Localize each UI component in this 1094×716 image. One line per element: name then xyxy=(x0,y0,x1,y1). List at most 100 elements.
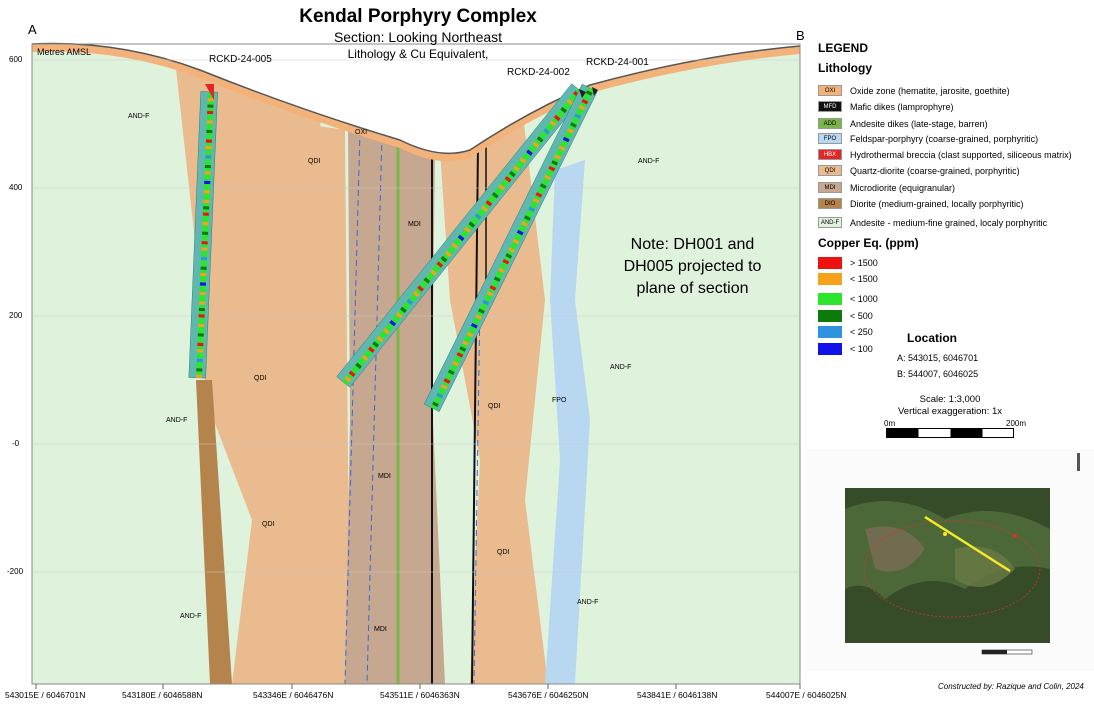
rock-label-mdi: MDI xyxy=(374,626,387,633)
drillhole-assay-interval xyxy=(198,314,205,318)
projection-note: Note: DH001 and DH005 projected to plane… xyxy=(623,236,762,297)
drillhole-assay-interval xyxy=(202,231,209,235)
legend-heading: LEGEND xyxy=(818,41,869,55)
drillhole-assay-interval xyxy=(492,279,500,285)
x-ticks-marks xyxy=(35,684,801,689)
drillhole-assay-interval xyxy=(205,158,212,162)
drillhole-assay-interval xyxy=(198,307,205,312)
drillhole-assay-interval xyxy=(202,212,209,216)
drillhole-assay-interval xyxy=(498,267,505,274)
drillhole-assay-interval xyxy=(482,299,490,306)
drillhole-assay-interval xyxy=(421,280,429,287)
rock-label-qdi: QDI xyxy=(497,549,510,556)
swatch-hbx: HBX xyxy=(818,149,842,160)
location-b: B: 544007, 6046025 xyxy=(897,369,979,379)
drillhole-assay-interval xyxy=(410,293,418,300)
drillhole-assay-interval xyxy=(203,193,210,197)
drillhole-assay-interval xyxy=(542,177,550,184)
drillhole-assay-interval xyxy=(470,218,478,226)
drillhole-assay-interval xyxy=(534,138,542,146)
vertical-exaggeration: Vertical exaggeration: 1x xyxy=(897,406,1003,417)
legend-label: Diorite (medium-grained, locally porphyr… xyxy=(850,198,1024,209)
drillhole-assay-interval xyxy=(485,200,493,207)
drillhole-assay-interval xyxy=(581,98,589,105)
drillhole-assay-interval xyxy=(532,141,540,148)
drillhole-assay-interval xyxy=(387,322,394,330)
legend-label: Feldspar-porphyry (coarse-grained, porph… xyxy=(850,133,1039,144)
drillhole-assay-interval xyxy=(197,342,204,347)
rock-label-and-f: AND-F xyxy=(166,417,188,424)
drillhole-assay-interval xyxy=(353,365,360,372)
scale-ratio: Scale: 1:3,000 xyxy=(919,394,981,405)
drillhole-assay-interval xyxy=(202,218,209,223)
drillhole-rckd-24-002-trace xyxy=(336,83,586,388)
drillhole-assay-interval xyxy=(517,160,525,167)
drillhole-assay-interval xyxy=(567,128,574,134)
rock-label-and-f: AND-F xyxy=(577,599,599,606)
x-tick-label: 543511E / 6046363N xyxy=(380,690,460,700)
y-tick-label: -0 xyxy=(12,439,20,448)
drillhole-assay-interval xyxy=(545,171,553,178)
location-a: A: 543015, 6046701 xyxy=(897,353,979,363)
drillhole-assay-interval xyxy=(199,285,206,290)
drillhole-assay-interval xyxy=(502,178,510,186)
drillhole-assay-interval xyxy=(430,404,438,410)
drillhole-assay-interval xyxy=(549,120,557,127)
drillhole-assay-interval xyxy=(201,247,208,251)
drillhole-assay-interval xyxy=(374,338,382,346)
drillhole-assay-interval xyxy=(568,125,576,131)
drillhole-assay-interval xyxy=(200,276,207,280)
drillhole-assay-interval xyxy=(200,279,207,283)
drillhole-assay-interval xyxy=(436,261,444,268)
drillhole-assay-interval xyxy=(203,199,210,204)
drillhole-assay-interval xyxy=(528,206,536,213)
drillhole-assay-interval xyxy=(200,266,207,270)
legend-item-hbx: HBX Hydrothermal breccia (clast supporte… xyxy=(818,148,1072,161)
drillhole-assay-interval xyxy=(197,339,204,344)
drillhole-assay-interval xyxy=(376,335,384,343)
drillhole-assay-interval xyxy=(440,384,448,390)
drillhole-assay-interval xyxy=(555,151,563,157)
drillhole-assay-interval xyxy=(434,395,442,402)
drillhole-rckd-24-001-trace xyxy=(423,83,598,412)
drillhole-assay-interval xyxy=(465,334,472,341)
drillhole-assay-interval xyxy=(460,343,468,349)
drillhole-assay-interval xyxy=(442,381,449,387)
drillhole-assay-interval xyxy=(526,149,533,156)
swatch-dio: DIO xyxy=(818,198,842,209)
drillhole-assay-interval xyxy=(467,328,475,335)
drillhole-assay-interval xyxy=(532,197,540,204)
rock-label-and-f: AND-F xyxy=(180,613,202,620)
drillhole-assay-interval xyxy=(203,202,210,207)
swatch-oxi: OXI xyxy=(818,85,842,96)
drillhole-assay-interval xyxy=(203,190,210,194)
swatch-mfd: MFD xyxy=(818,101,842,112)
drillhole-assay-interval xyxy=(378,333,386,340)
drillhole-assay-interval xyxy=(461,229,469,236)
drillhole-assay-interval xyxy=(449,366,457,373)
credit: Constructed by: Razique and Colin, 2024 xyxy=(938,682,1084,691)
swatch-cu-gt1500 xyxy=(818,256,842,269)
drillhole-assay-interval xyxy=(357,359,365,367)
legend-item-cu: < 1500 xyxy=(818,272,878,285)
legend-label: < 100 xyxy=(850,343,873,354)
drillhole-assay-interval xyxy=(202,222,209,226)
topography-line xyxy=(31,42,801,155)
drillhole-assay-interval xyxy=(432,401,439,408)
drillhole-assay-interval xyxy=(547,122,555,130)
rock-label-oxi: OXI xyxy=(355,129,368,136)
fault-1 xyxy=(344,129,361,684)
drillhole-assay-interval xyxy=(479,305,487,312)
drillhole-assay-interval xyxy=(483,202,491,210)
drillhole-assay-interval xyxy=(558,145,566,152)
swatch-qdi: QDI xyxy=(818,165,842,176)
drillhole-assay-interval xyxy=(200,256,208,261)
drillhole-assay-interval xyxy=(200,269,207,274)
drillhole-assay-interval xyxy=(551,160,559,166)
drillhole-assay-interval xyxy=(451,242,459,250)
rock-label-and-f: AND-F xyxy=(128,113,150,120)
legend-item-and-f: AND-F Andesite - medium-fine grained, lo… xyxy=(818,216,1047,229)
drillhole-assay-interval xyxy=(541,180,549,186)
collar-001 xyxy=(592,87,598,96)
section-end-b: B xyxy=(796,28,805,43)
